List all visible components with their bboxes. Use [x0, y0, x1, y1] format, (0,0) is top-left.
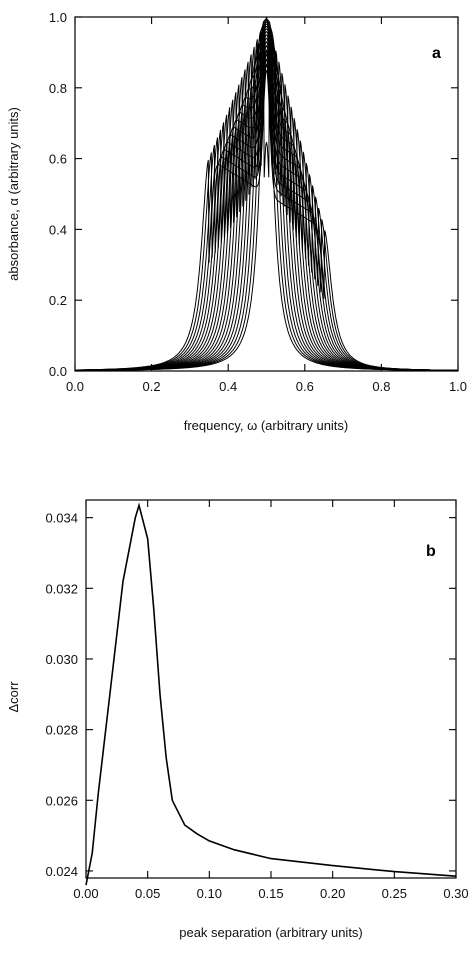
y-tick-label: 0.032	[45, 581, 78, 596]
x-tick-label: 0.20	[320, 886, 345, 901]
spectrum-line	[75, 24, 458, 371]
spectrum-line	[75, 21, 458, 371]
x-tick-label: 0.00	[73, 886, 98, 901]
x-tick-label: 0.4	[219, 379, 237, 394]
x-tick-label: 0.15	[258, 886, 283, 901]
y-tick-label: 0.024	[45, 864, 78, 879]
spectrum-line	[75, 31, 458, 371]
spectrum-line	[75, 69, 458, 371]
y-tick-label: 0.034	[45, 511, 78, 526]
spectrum-line	[74, 57, 458, 371]
spectrum-line	[75, 62, 458, 371]
x-tick-label: 1.0	[449, 379, 467, 394]
panel-label-b: b	[426, 543, 436, 560]
spectrum-line	[75, 37, 458, 371]
x-tick-label: 0.10	[197, 886, 222, 901]
x-tick-label: 0.8	[372, 379, 390, 394]
axis-ticks-a: 0.0 0.2 0.4 0.6 0.8 1.0 0.0 0.2 0.4 0.6 0.8 1.0	[49, 10, 467, 394]
spectrum-line	[75, 25, 458, 371]
y-tick-label: 0.030	[45, 652, 78, 667]
y-tick-label: 0.6	[49, 152, 67, 167]
y-axis-title-b: Δcorr	[6, 681, 21, 713]
x-tick-label: 0.2	[143, 379, 161, 394]
delta-corr-line	[85, 502, 457, 886]
y-tick-label: 0.028	[45, 723, 78, 738]
y-axis-title-a: absorbance, α (arbitrary units)	[6, 107, 21, 281]
spectrum-line	[75, 23, 458, 371]
spectrum-line	[75, 34, 458, 371]
spectrum-line	[75, 20, 458, 371]
y-tick-label: 0.026	[45, 793, 78, 808]
panel-label-a: a	[432, 45, 441, 62]
y-tick-label: 0.2	[49, 293, 67, 308]
axis-ticks-b: 0.00 0.05 0.10 0.15 0.20 0.25 0.30 0.024 0.026 0.…	[45, 500, 469, 901]
x-tick-label: 0.05	[135, 886, 160, 901]
plot-frame-b	[85, 499, 457, 879]
x-tick-label: 0.0	[66, 379, 84, 394]
spectrum-line	[75, 48, 458, 371]
x-tick-label: 0.6	[296, 379, 314, 394]
spectrum-line	[75, 53, 458, 371]
x-axis-title-b: peak separation (arbitrary units)	[179, 925, 363, 940]
x-axis-title-a: frequency, ω (arbitrary units)	[184, 418, 349, 433]
x-tick-label: 0.25	[382, 886, 407, 901]
spectrum-line	[75, 31, 458, 371]
x-tick-label: 0.30	[443, 886, 468, 901]
spectrum-line	[75, 44, 458, 371]
y-tick-label: 1.0	[49, 10, 67, 25]
chart-panel-a: 0.0 0.2 0.4 0.6 0.8 1.0 0.0 0.2 0.4 0.6 0.8 1.0 a f…	[6, 10, 467, 433]
spectrum-line	[75, 41, 458, 371]
chart-panel-b: 0.00 0.05 0.10 0.15 0.20 0.25 0.30 0.024 0.026 0.…	[6, 499, 469, 940]
y-tick-label: 0.0	[49, 364, 67, 379]
spectra-curves-a	[74, 16, 458, 371]
y-tick-label: 0.4	[49, 222, 67, 237]
y-tick-label: 0.8	[49, 81, 67, 96]
spectrum-line	[74, 28, 458, 371]
